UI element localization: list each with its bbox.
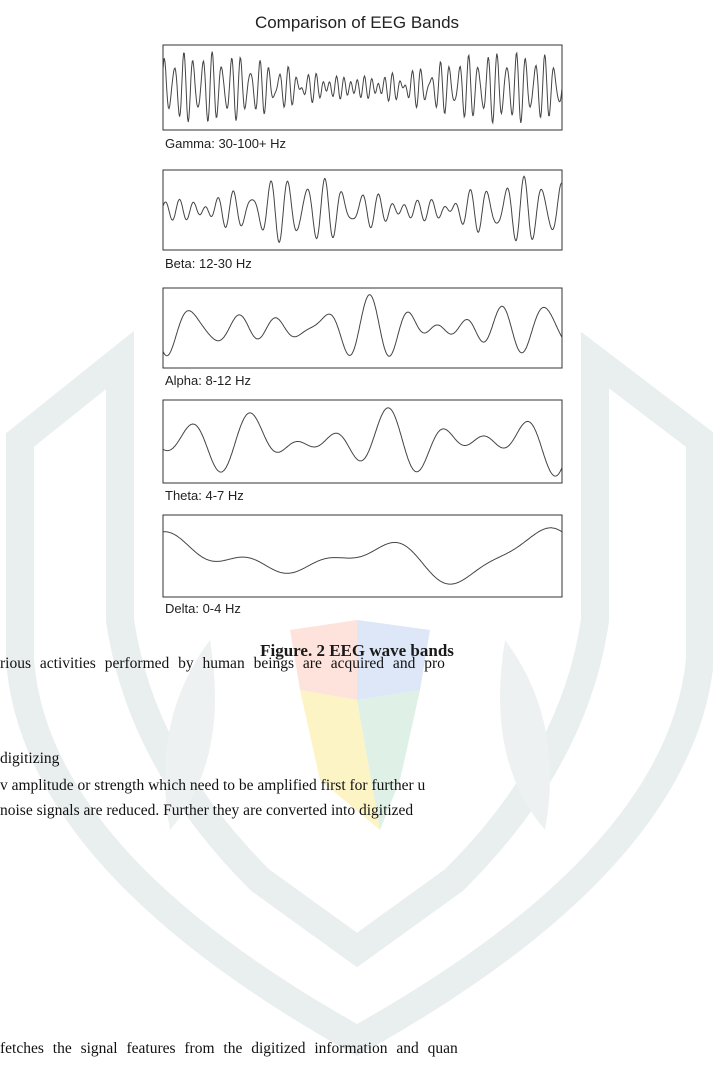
body-line: fetches the signal features from the dig… <box>0 1040 458 1058</box>
wave <box>163 176 562 242</box>
body-line: v amplitude or strength which need to be… <box>0 777 425 795</box>
body-line: rious activities performed by human bein… <box>0 655 445 673</box>
page: Comparison of EEG Bands Figure. 2 EEG wa… <box>0 0 713 1084</box>
wave <box>163 52 562 123</box>
wave <box>163 295 562 357</box>
wave <box>163 408 562 476</box>
wave-panel <box>163 288 562 368</box>
wave <box>163 528 562 584</box>
eeg-figure: Comparison of EEG Bands Figure. 2 EEG wa… <box>0 0 713 680</box>
wave-panel <box>163 400 562 483</box>
band-label: Theta: 4-7 Hz <box>165 488 244 503</box>
band-label: Alpha: 8-12 Hz <box>165 373 251 388</box>
band-label: Delta: 0-4 Hz <box>165 601 241 616</box>
body-line: digitizing <box>0 750 59 768</box>
figure-title: Comparison of EEG Bands <box>255 13 459 32</box>
band-label: Gamma: 30-100+ Hz <box>165 136 286 151</box>
body-line: noise signals are reduced. Further they … <box>0 802 413 820</box>
band-label: Beta: 12-30 Hz <box>165 256 252 271</box>
